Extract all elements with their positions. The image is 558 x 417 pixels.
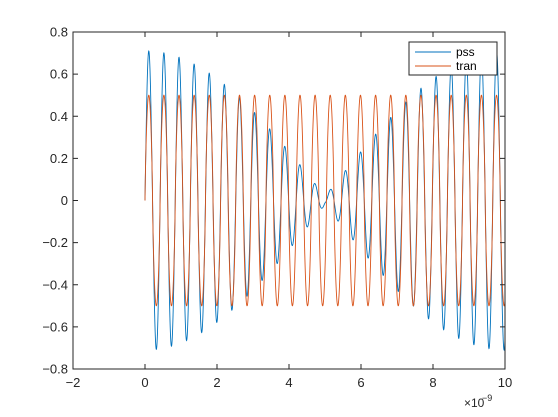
x-axis-ticks: −2 0 2 4 6 8 10: [66, 32, 512, 390]
x-tick-label: 6: [357, 375, 364, 390]
x-tick-label: 10: [498, 375, 512, 390]
y-tick-label: −0.2: [42, 235, 68, 250]
y-tick-label: 0: [61, 193, 68, 208]
y-tick-label: 0.8: [50, 25, 68, 40]
x-tick-label: 4: [285, 375, 292, 390]
y-axis-ticks: −0.8 −0.6 −0.4 −0.2 0 0.2 0.4 0.6 0.8: [42, 25, 505, 377]
x-exponent-base: ×10: [464, 396, 485, 410]
series-line-tran: [144, 94, 506, 307]
y-tick-label: −0.6: [42, 319, 68, 334]
series-layer: [144, 50, 506, 352]
y-tick-label: 0.4: [50, 109, 68, 124]
y-tick-label: −0.4: [42, 277, 68, 292]
x-tick-label: 2: [213, 375, 220, 390]
x-tick-label: −2: [66, 375, 81, 390]
legend: pss tran: [408, 41, 498, 76]
y-tick-label: 0.6: [50, 67, 68, 82]
x-tick-label: 8: [429, 375, 436, 390]
y-tick-label: −0.8: [42, 362, 68, 377]
x-tick-label: 0: [141, 375, 148, 390]
x-axis-exponent: ×10 −9: [464, 393, 492, 410]
legend-label-pss: pss: [456, 45, 475, 59]
y-tick-label: 0.2: [50, 151, 68, 166]
x-exponent-power: −9: [482, 393, 492, 403]
legend-label-tran: tran: [456, 59, 477, 73]
legend-box: [408, 41, 498, 76]
